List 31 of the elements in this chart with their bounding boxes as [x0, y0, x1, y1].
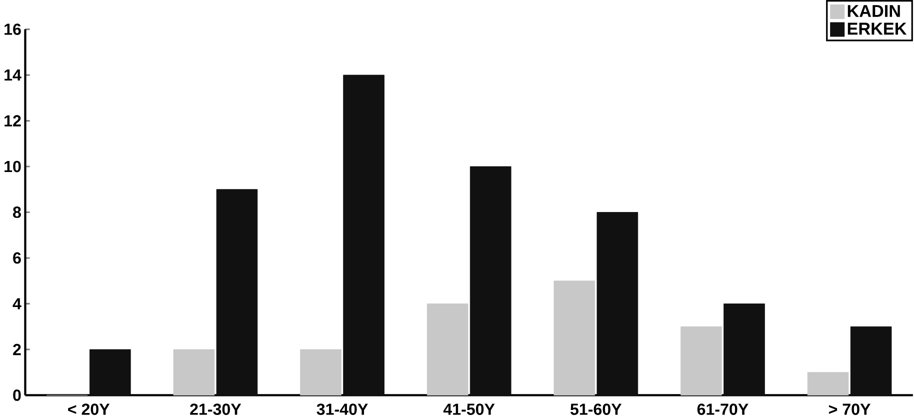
bar	[173, 349, 215, 396]
bar	[216, 189, 258, 396]
bar	[470, 166, 512, 396]
x-tick-label: 21-30Y	[190, 404, 242, 416]
y-tick-label: 16	[4, 24, 21, 36]
bar	[343, 75, 384, 396]
bar	[554, 280, 596, 396]
y-tick-label: 4	[12, 298, 22, 310]
x-tick-label: 31-40Y	[316, 404, 368, 416]
x-tick-label: 61-70Y	[697, 404, 748, 416]
bar	[680, 326, 722, 396]
x-tick-label: 41-50Y	[443, 404, 495, 416]
bar	[596, 212, 638, 396]
bar	[724, 304, 765, 396]
bar	[426, 304, 468, 396]
x-tick-label: < 20Y	[68, 404, 110, 416]
y-tick-label: 2	[13, 344, 21, 356]
y-tick-label: 12	[4, 115, 21, 127]
y-tick-label: 0	[13, 390, 21, 402]
y-tick-label: 8	[13, 206, 21, 218]
y-tick-label: 14	[4, 70, 22, 81]
y-tick-label: 6	[13, 252, 21, 264]
y-tick-label: 10	[4, 161, 21, 172]
legend-label: ERKEK	[848, 23, 907, 35]
bar	[300, 349, 342, 396]
bar	[807, 372, 849, 396]
bar	[850, 326, 892, 396]
x-tick-label: > 70Y	[828, 404, 870, 416]
x-tick-label: 51-60Y	[570, 404, 622, 416]
bar	[90, 349, 131, 396]
legend-label: KADIN	[848, 5, 900, 18]
